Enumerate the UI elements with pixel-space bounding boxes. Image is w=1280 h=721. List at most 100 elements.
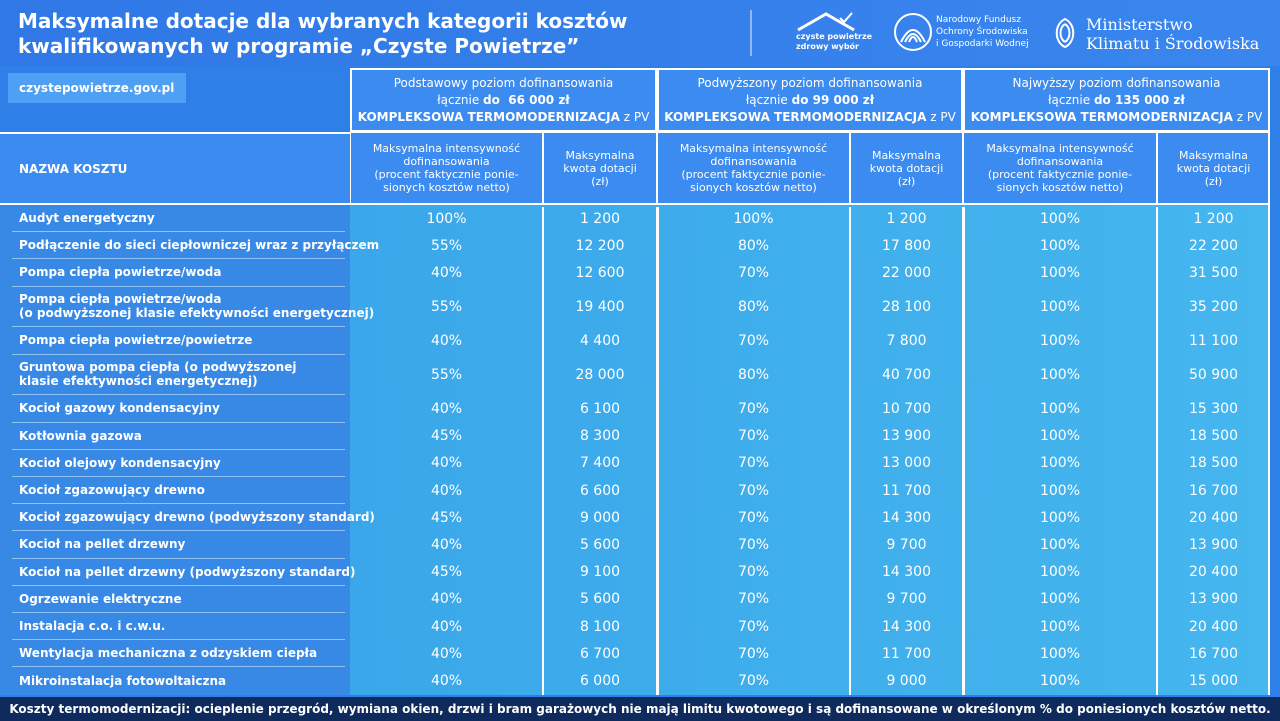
level-amount-line: łącznie do 66 000 zł (352, 92, 655, 109)
value: 100% (733, 210, 774, 227)
value: 5 600 (579, 591, 621, 608)
value: 100% (1039, 672, 1081, 689)
value: 40% (430, 591, 463, 608)
title: Maksymalne dotacje dla wybranych kategor… (18, 9, 627, 59)
amount-header: Maksymalna kwota dotacji (zł) (543, 132, 657, 205)
value: 55% (430, 298, 463, 315)
value: 70% (737, 564, 770, 581)
value-cell: 100% (963, 586, 1157, 613)
value: 15 000 (1189, 672, 1238, 689)
value-cell: 11 100 (1157, 327, 1270, 354)
amount-header: Maksymalna kwota dotacji (zł) (1157, 132, 1270, 205)
body-background (350, 205, 1270, 695)
row-name-line: Pompa ciepła powietrze/woda (19, 265, 222, 280)
fund-logo: Narodowy Fundusz Ochrony Środowiska i Go… (936, 14, 1029, 50)
row-name-line: Kocioł zgazowujący drewno (19, 483, 205, 498)
value-cell: 13 000 (850, 450, 963, 477)
value: 100% (1039, 428, 1081, 445)
value-cell: 70% (657, 450, 850, 477)
logo-text: Ochrony Środowiska (936, 27, 1028, 37)
program-logo-icon (797, 12, 855, 32)
value-cell: 100% (963, 355, 1157, 396)
value-cell: 19 400 (543, 287, 657, 328)
name-header-text: NAZWA KOSZTU (19, 161, 128, 176)
value: 100% (1039, 400, 1081, 417)
value-cell: 80% (657, 355, 850, 396)
value: 50 900 (1189, 366, 1238, 383)
value: 70% (737, 332, 770, 349)
value-cell: 45% (350, 423, 543, 450)
row-name: Pompa ciepła powietrze/woda (o podwyższon… (12, 287, 374, 328)
value-cell: 6 600 (543, 477, 657, 504)
value-cell: 40% (350, 477, 543, 504)
value-cell: 70% (657, 531, 850, 558)
value-cell: 100% (350, 205, 543, 232)
value-cell: 14 300 (850, 559, 963, 586)
level-scope-line: KOMPLEKSOWA TERMOMODERNIZACJA z PV (352, 109, 655, 126)
row-name: Audyt energetyczny (12, 205, 345, 233)
row-name-line: Podłączenie do sieci ciepłowniczej wraz … (19, 238, 380, 253)
value: 14 300 (882, 564, 931, 581)
row-name: Kocioł zgazowujący drewno (12, 477, 345, 505)
value-cell: 9 100 (543, 559, 657, 586)
value-cell: 6 000 (543, 667, 657, 694)
value-cell: 22 000 (850, 259, 963, 286)
value: 9 000 (886, 672, 927, 689)
value: 16 700 (1189, 482, 1238, 499)
value: 40% (430, 536, 463, 553)
row-name-line: Kocioł na pellet drzewny (podwyższony st… (19, 564, 356, 579)
value-cell: 10 700 (850, 395, 963, 422)
value-cell: 16 700 (1157, 640, 1270, 667)
title-line: Maksymalne dotacje dla wybranych kategor… (18, 9, 628, 33)
row-name: Mikroinstalacja fotowoltaiczna (12, 667, 345, 694)
logo-text: Klimatu i Środowiska (1086, 34, 1260, 53)
row-name: Kotłownia gazowa (12, 423, 345, 450)
value-cell: 100% (963, 559, 1157, 586)
value-cell: 100% (963, 640, 1157, 667)
value: 40% (430, 672, 463, 689)
row-name-line: Kocioł zgazowujący drewno (podwyższony s… (19, 510, 375, 525)
footer: Koszty termomodernizacji: ocieplenie prz… (0, 697, 1280, 721)
value-cell: 100% (963, 232, 1157, 259)
value: 11 100 (1189, 332, 1238, 349)
value-cell: 1 200 (850, 205, 963, 232)
value: 31 500 (1189, 264, 1238, 281)
value: 40% (430, 264, 463, 281)
column-header-line: Maksymalna (871, 148, 942, 162)
value-cell: 17 800 (850, 232, 963, 259)
intensity-header: Maksymalna intensywność dofinansowania (pr… (963, 132, 1157, 205)
value: 40% (430, 482, 463, 499)
value: 70% (737, 591, 770, 608)
value-cell: 70% (657, 613, 850, 640)
value: 7 800 (886, 332, 927, 349)
amount-header: Maksymalna kwota dotacji (zł) (850, 132, 963, 205)
column-header-line: Maksymalna intensywność (679, 142, 828, 155)
value-cell: 40% (350, 327, 543, 354)
value: 70% (737, 536, 770, 553)
row-name-line: Pompa ciepła powietrze/powietrze (19, 333, 253, 348)
value-cell: 12 600 (543, 259, 657, 286)
column-separator (542, 207, 544, 695)
value-cell: 7 800 (850, 327, 963, 354)
value-cell: 12 200 (543, 232, 657, 259)
level-scope: KOMPLEKSOWA TERMOMODERNIZACJA (664, 109, 927, 124)
row-name-line: Pompa ciepła powietrze/woda (19, 292, 222, 307)
column-header-line: sionych kosztów netto) (996, 181, 1124, 194)
value: 45% (430, 428, 463, 445)
name-header: NAZWA KOSZTU (0, 132, 350, 205)
row-name-line: Kocioł olejowy kondensacyjny (19, 455, 221, 470)
value: 55% (430, 237, 463, 254)
value: 70% (737, 264, 770, 281)
value: 1 200 (579, 210, 621, 227)
logo-text: Narodowy Fundusz (936, 15, 1021, 25)
value-cell: 70% (657, 395, 850, 422)
logo-text: Ministerstwo (1086, 15, 1193, 34)
value-cell: 70% (657, 477, 850, 504)
row-name: Podłączenie do sieci ciepłowniczej wraz … (12, 232, 380, 260)
value: 9 000 (579, 509, 621, 526)
value: 70% (737, 645, 770, 662)
value-cell: 9 700 (850, 531, 963, 558)
row-name-line: Instalacja c.o. i c.w.u. (19, 619, 166, 634)
column-separator (962, 207, 965, 695)
header-bar (0, 0, 1280, 66)
